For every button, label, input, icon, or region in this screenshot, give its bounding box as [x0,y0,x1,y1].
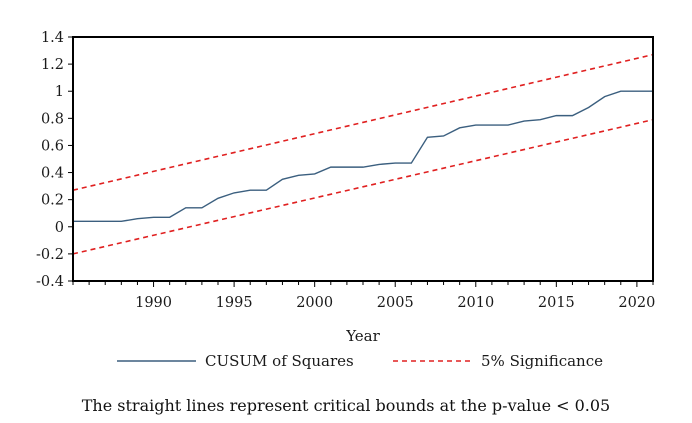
series-layer [72,53,654,255]
y-tick-label: 1.2 [41,57,64,73]
x-axis: 1990 1995 2000 2005 2010 2015 2020 [72,281,655,311]
legend-label-significance: 5% Significance [481,352,603,370]
cusum-chart: 1.4 1.2 1 0.8 0.6 0.4 0.2 0 -0.2 -0.4 1990 1995 200… [36,30,655,370]
x-tick-label: 2005 [377,295,414,311]
series-line-1 [72,53,654,191]
y-tick-label: 0 [55,220,64,236]
plot-frame [72,36,654,282]
y-tick-label: 0.6 [41,138,64,154]
y-tick-label: -0.4 [36,274,64,290]
series-line-2 [72,118,654,255]
x-tick-label: 2010 [457,295,494,311]
x-axis-title: Year [345,327,380,345]
y-tick-label: 1 [55,84,64,100]
y-tick-label: -0.2 [36,247,64,263]
y-tick-label: 0.8 [41,111,64,127]
legend: CUSUM of Squares 5% Significance [117,352,603,370]
y-tick-label: 0.2 [41,193,64,209]
x-tick-label: 2020 [618,295,655,311]
series-line-0 [73,90,653,223]
footnote: The straight lines represent critical bo… [81,396,611,415]
legend-label-cusum: CUSUM of Squares [205,352,354,370]
x-tick-label: 2000 [296,295,333,311]
y-axis: 1.4 1.2 1 0.8 0.6 0.4 0.2 0 -0.2 -0.4 [36,30,73,290]
x-tick-label: 2015 [538,295,575,311]
x-tick-label: 1995 [216,295,253,311]
x-tick-label: 1990 [135,295,172,311]
y-tick-label: 1.4 [41,30,64,46]
y-tick-label: 0.4 [41,166,64,182]
